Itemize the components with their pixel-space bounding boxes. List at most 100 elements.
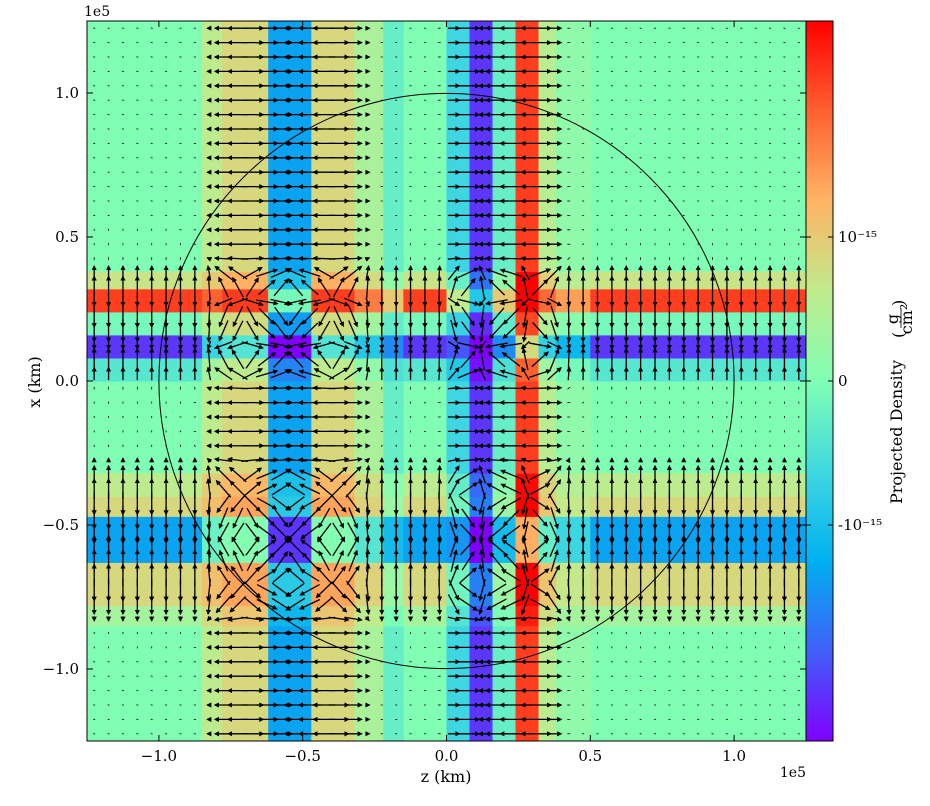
velocity-arrow bbox=[668, 661, 671, 663]
velocity-arrow bbox=[697, 70, 700, 73]
velocity-arrow bbox=[725, 27, 728, 29]
velocity-arrow bbox=[582, 444, 584, 447]
velocity-arrow bbox=[107, 704, 110, 706]
velocity-arrow bbox=[150, 128, 153, 130]
velocity-arrow bbox=[273, 278, 289, 297]
velocity-arrow bbox=[348, 320, 359, 342]
velocity-arrow bbox=[478, 594, 486, 615]
heatmap-cell bbox=[202, 271, 223, 290]
x-tick-label: −1.0 bbox=[141, 747, 177, 765]
velocity-arrow bbox=[298, 268, 321, 277]
velocity-arrow bbox=[797, 142, 800, 145]
velocity-arrow bbox=[768, 113, 772, 116]
velocity-arrow bbox=[121, 157, 125, 159]
velocity-arrow bbox=[754, 157, 757, 159]
x-tick-label: 0.0 bbox=[435, 747, 459, 765]
velocity-arrow bbox=[258, 322, 276, 339]
velocity-arrow bbox=[165, 171, 168, 173]
heatmap-cell bbox=[446, 496, 471, 517]
velocity-arrow bbox=[136, 113, 139, 116]
velocity-arrow bbox=[107, 157, 110, 159]
velocity-arrow bbox=[245, 349, 260, 369]
velocity-arrow bbox=[754, 56, 757, 58]
velocity-arrow bbox=[711, 214, 714, 217]
velocity-arrow bbox=[486, 583, 507, 597]
velocity-arrow bbox=[409, 228, 412, 231]
velocity-arrow bbox=[530, 496, 551, 510]
velocity-arrow bbox=[285, 482, 306, 496]
velocity-arrow bbox=[449, 275, 459, 299]
velocity-arrow bbox=[150, 41, 153, 44]
velocity-arrow bbox=[502, 307, 520, 325]
velocity-arrow bbox=[653, 85, 657, 87]
velocity-arrow bbox=[258, 552, 276, 570]
velocity-arrow bbox=[348, 549, 358, 572]
velocity-arrow bbox=[213, 341, 233, 350]
velocity-arrow bbox=[797, 27, 800, 29]
velocity-arrow bbox=[365, 464, 371, 484]
heatmap-cell bbox=[87, 334, 203, 359]
velocity-arrow bbox=[460, 350, 477, 369]
velocity-arrow bbox=[298, 299, 321, 306]
heatmap-cell bbox=[311, 473, 355, 497]
velocity-arrow bbox=[316, 523, 332, 542]
velocity-arrow bbox=[740, 113, 743, 116]
velocity-arrow bbox=[797, 56, 800, 58]
velocity-arrow bbox=[272, 538, 290, 555]
velocity-arrow bbox=[531, 351, 549, 368]
velocity-arrow bbox=[121, 675, 125, 677]
colorbar-title: Projected Density bbox=[887, 360, 906, 504]
velocity-arrow bbox=[639, 171, 642, 173]
velocity-arrow bbox=[136, 157, 139, 159]
velocity-arrow bbox=[457, 255, 481, 261]
heatmap-cell bbox=[222, 605, 269, 627]
heatmap-cell bbox=[383, 271, 404, 290]
velocity-arrow bbox=[205, 478, 212, 500]
heatmap-cell bbox=[492, 381, 517, 474]
velocity-arrow bbox=[500, 469, 522, 480]
velocity-arrow bbox=[345, 580, 361, 600]
heatmap-cell bbox=[555, 625, 591, 741]
velocity-arrow bbox=[107, 27, 110, 29]
velocity-arrow bbox=[754, 99, 757, 101]
velocity-arrow bbox=[639, 128, 642, 130]
velocity-arrow bbox=[610, 99, 613, 101]
velocity-arrow bbox=[348, 507, 359, 529]
velocity-arrow bbox=[93, 661, 96, 663]
velocity-arrow bbox=[232, 550, 244, 572]
velocity-arrow bbox=[500, 583, 522, 596]
velocity-arrow bbox=[682, 675, 685, 677]
velocity-arrow bbox=[711, 733, 714, 735]
velocity-arrow bbox=[285, 582, 305, 597]
velocity-arrow bbox=[447, 297, 461, 307]
velocity-arrow bbox=[711, 675, 714, 677]
velocity-arrow bbox=[768, 675, 772, 677]
velocity-arrow bbox=[300, 279, 319, 296]
velocity-arrow bbox=[653, 185, 657, 188]
velocity-arrow bbox=[328, 341, 350, 350]
velocity-arrow bbox=[502, 552, 520, 570]
velocity-arrow bbox=[668, 157, 671, 159]
velocity-arrow bbox=[365, 478, 371, 500]
velocity-arrow bbox=[530, 568, 550, 583]
velocity-arrow bbox=[711, 142, 714, 145]
velocity-arrow bbox=[653, 41, 657, 44]
heatmap-cell bbox=[87, 562, 203, 607]
velocity-arrow bbox=[478, 464, 487, 484]
velocity-arrow bbox=[521, 265, 530, 281]
velocity-arrow bbox=[668, 733, 671, 735]
velocity-arrow bbox=[697, 142, 700, 145]
velocity-arrow bbox=[567, 257, 571, 261]
heatmap-cell bbox=[87, 357, 203, 382]
y-tick-label: −1.0 bbox=[43, 660, 79, 678]
velocity-arrow bbox=[740, 142, 743, 145]
velocity-arrow bbox=[273, 350, 290, 368]
velocity-arrow bbox=[639, 689, 642, 692]
colorbar-unit-numerator: g bbox=[883, 314, 902, 324]
heatmap-cell bbox=[538, 625, 557, 741]
velocity-arrow bbox=[653, 157, 657, 159]
velocity-arrow bbox=[458, 597, 479, 611]
velocity-arrow bbox=[457, 298, 480, 306]
velocity-arrow bbox=[486, 598, 507, 610]
velocity-arrow bbox=[547, 465, 562, 484]
